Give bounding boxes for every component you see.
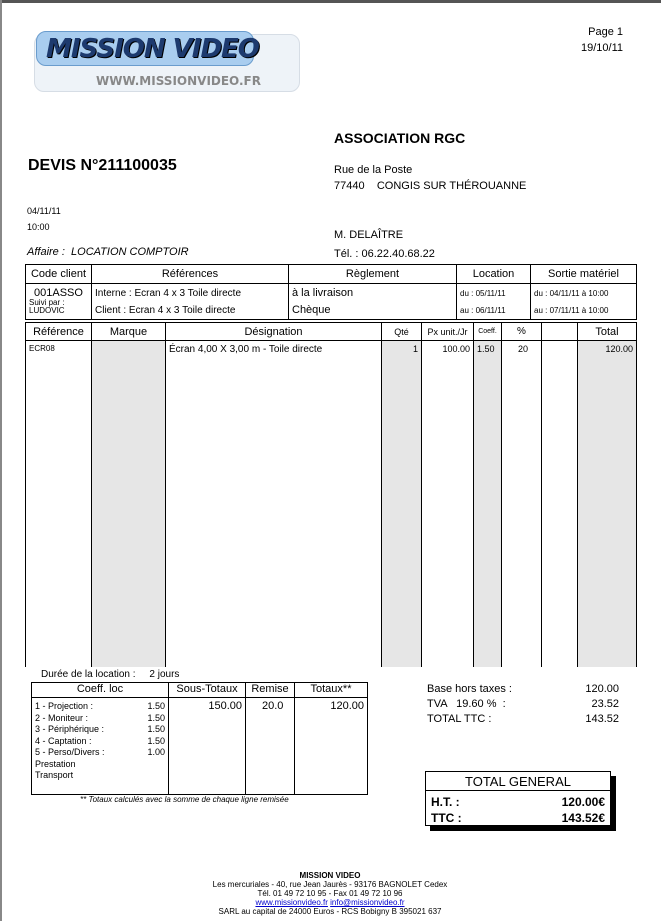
footer-phone: Tél. 01 49 72 10 95 - Fax 01 49 72 10 96 — [257, 889, 403, 898]
quote-time: 10:00 — [27, 222, 50, 232]
col-reglement: Règlement — [288, 264, 457, 284]
coeff-value: 1.50 — [147, 735, 165, 746]
col-blank — [541, 322, 578, 341]
base-label: Base hors taxes : — [427, 683, 512, 695]
coeff-table: Coeff. loc Sous-Totaux Remise Totaux** 1… — [31, 682, 368, 795]
quote-date: 04/11/11 — [27, 206, 61, 216]
coeff-row: Transport — [35, 770, 165, 782]
top-border — [0, 0, 661, 3]
total-general-title: TOTAL GENERAL — [426, 772, 610, 791]
total-general-box: TOTAL GENERAL H.T. : 120.00€ TTC : 143.52€ — [425, 771, 611, 826]
remise: 20.0 — [245, 697, 295, 795]
reglement-cell: à la livraison Chèque — [288, 283, 457, 320]
client-phone: Tél. : 06.22.40.68.22 — [334, 248, 435, 260]
item-pct: 20 — [501, 340, 542, 667]
items-table: Référence Marque Désignation Qté Px unit… — [25, 322, 637, 667]
col-remise: Remise — [245, 682, 295, 698]
tg-ht-label: H.T. : — [431, 795, 460, 809]
col-reference: Référence — [25, 322, 92, 341]
client-contact: M. DELAÎTRE — [334, 229, 404, 241]
item-marque — [91, 340, 166, 667]
coeff-label: 1 - Projection : — [35, 701, 94, 711]
client-name: ASSOCIATION RGC — [334, 130, 466, 146]
sortie-cell: du : 04/11/11 à 10:00 au : 07/11/11 à 10:… — [530, 283, 637, 320]
item-ref: ECR08 — [25, 340, 92, 667]
footer-website-link[interactable]: www.missionvideo.fr — [255, 898, 328, 907]
col-sous-totaux: Sous-Totaux — [168, 682, 246, 698]
footer-company: MISSION VIDEO — [299, 871, 361, 880]
coeff-row: 3 - Périphérique : 1.50 — [35, 724, 165, 736]
base-value: 120.00 — [585, 683, 619, 695]
footer: MISSION VIDEO Les mercuriales - 40, rue … — [150, 871, 510, 916]
coeff-value: 1.50 — [147, 712, 165, 723]
col-references: Références — [91, 264, 289, 284]
coeff-label: 3 - Périphérique : — [35, 724, 105, 734]
footer-address: Les mercuriales - 40, rue Jean Jaurès - … — [212, 880, 448, 889]
col-qte: Qté — [381, 322, 422, 341]
coeff-label: 5 - Perso/Divers : — [35, 747, 105, 757]
coeff-row: Prestation — [35, 759, 165, 771]
item-extra — [541, 340, 578, 667]
totaux: 120.00 — [294, 697, 368, 795]
item-total: 120.00 — [577, 340, 637, 667]
tva-value: 23.52 — [591, 698, 619, 710]
coeff-row: 2 - Moniteur : 1.50 — [35, 713, 165, 725]
mission-video-logo: MISSION VIDEO WWW.MISSIONVIDEO.FR — [28, 28, 300, 93]
references-cell: Interne : Ecran 4 x 3 Toile directe Clien… — [91, 283, 289, 320]
ttc-value: 143.52 — [585, 713, 619, 725]
col-px: Px unit./Jr — [421, 322, 474, 341]
coeff-row: 5 - Perso/Divers : 1.00 — [35, 747, 165, 759]
coeff-value: 1.50 — [147, 701, 165, 711]
coeff-label: Prestation — [35, 758, 76, 769]
page-info: Page 1 19/10/11 — [581, 24, 623, 56]
coeff-label: 2 - Moniteur : — [35, 712, 89, 723]
duration: Durée de la location : 2 jours — [41, 669, 180, 680]
affaire-label: Affaire : — [27, 246, 65, 258]
quote-title: DEVIS N°211100035 — [28, 157, 177, 174]
table-row: ECR08 Écran 4,00 X 3,00 m - Toile direct… — [25, 340, 637, 667]
client-city: 77440 CONGIS SUR THÉROUANNE — [334, 180, 527, 192]
tva-label: TVA 19.60 % : — [427, 698, 506, 710]
footer-legal: SARL au capital de 24000 Euros - RCS Bob… — [218, 907, 442, 916]
coeff-row: 1 - Projection : 1.50 — [35, 701, 165, 713]
coeff-value: 1.00 — [147, 747, 165, 757]
client-street: Rue de la Poste — [334, 164, 413, 176]
col-designation: Désignation — [165, 322, 382, 341]
sous-total: 150.00 — [168, 697, 246, 795]
coeff-list: 1 - Projection :1.50 2 - Moniteur :1.50 3 … — [31, 697, 169, 795]
col-sortie: Sortie matériel — [530, 264, 637, 284]
item-qte: 1 — [381, 340, 422, 667]
coeff-value: 1.50 — [147, 724, 165, 734]
tg-ttc-value: 143.52€ — [561, 811, 605, 825]
totaux-note: ** Totaux calculés avec la somme de chaq… — [80, 795, 289, 804]
col-total: Total — [577, 322, 637, 341]
print-date: 19/10/11 — [580, 42, 623, 54]
col-marque: Marque — [91, 322, 166, 341]
summary: Base hors taxes : 120.00 TVA 19.60 % : 23.… — [427, 682, 619, 727]
affaire: Affaire : LOCATION COMPTOIR — [27, 246, 189, 258]
affaire-value: LOCATION COMPTOIR — [71, 246, 189, 258]
col-coeff: Coeff. — [473, 322, 502, 341]
ttc-label: TOTAL TTC : — [427, 713, 492, 725]
tg-ht-value: 120.00€ — [561, 795, 605, 809]
item-px: 100.00 — [421, 340, 474, 667]
coeff-label: 4 - Captation : — [35, 735, 92, 746]
tg-ttc-label: TTC : — [431, 811, 462, 825]
col-code-client: Code client — [25, 264, 92, 284]
page-number: Page 1 — [588, 26, 623, 38]
col-pct: % — [501, 322, 542, 341]
location-cell: du : 05/11/11 au : 06/11/11 — [456, 283, 531, 320]
col-location: Location — [456, 264, 531, 284]
coeff-label: Transport — [35, 770, 74, 780]
col-totaux: Totaux** — [294, 682, 368, 698]
footer-email-link[interactable]: info@missionvideo.fr — [330, 898, 405, 907]
info-table: Code client Références Règlement Locatio… — [25, 264, 637, 320]
col-coeff-loc: Coeff. loc — [31, 682, 169, 698]
item-coeff: 1.50 — [473, 340, 502, 667]
items-header: Référence Marque Désignation Qté Px unit… — [25, 322, 637, 341]
left-border — [0, 0, 2, 921]
coeff-row: 4 - Captation : 1.50 — [35, 736, 165, 748]
code-client-cell: 001ASSO Suivi par : LUDOVIC — [25, 283, 92, 320]
item-designation: Écran 4,00 X 3,00 m - Toile directe — [165, 340, 382, 667]
